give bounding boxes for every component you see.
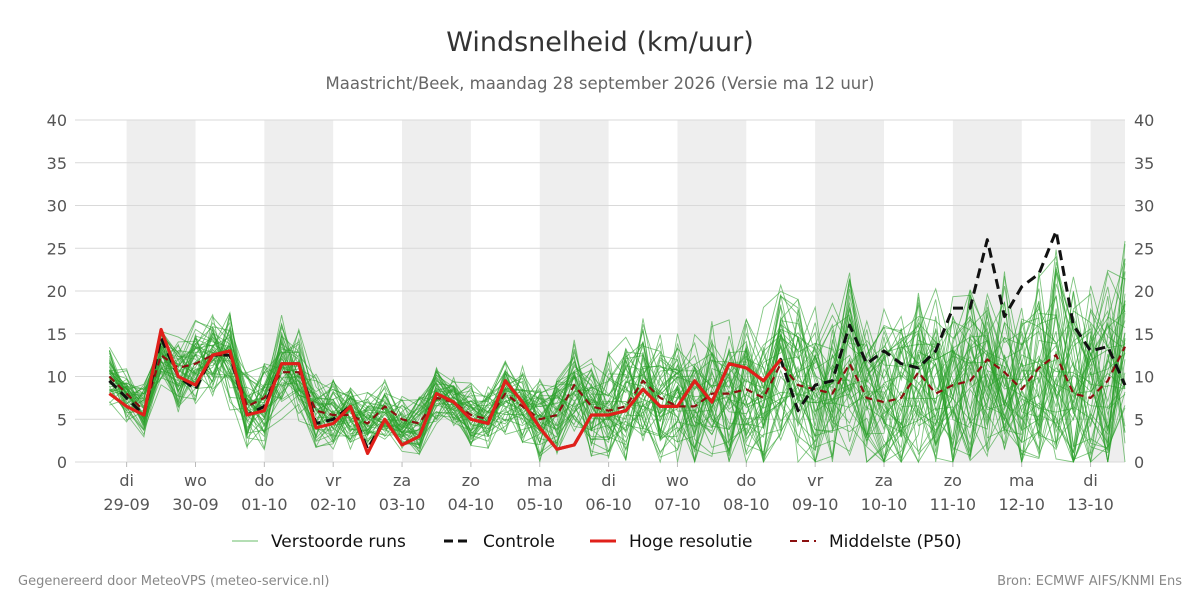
x-tick-day-9: do (736, 471, 756, 490)
perturbed-run-48 (109, 290, 1126, 456)
y-axis-left: 0 5 10 15 20 25 30 35 40 (47, 111, 67, 472)
y-tick-left-15: 15 (47, 325, 67, 344)
y-tick-left-5: 5 (57, 410, 67, 429)
y-tick-left-0: 0 (57, 453, 67, 472)
x-tick-day-14: di (1083, 471, 1098, 490)
x-tick-day-11: za (875, 471, 893, 490)
legend: Verstoorde runs Controle Hoge resolutie … (232, 532, 962, 552)
y-tick-right-25: 25 (1134, 239, 1154, 258)
x-tick-day-6: ma (527, 471, 552, 490)
chart-subtitle: Maastricht/Beek, maandag 28 september 20… (326, 74, 875, 93)
x-tick-day-0: di (119, 471, 134, 490)
x-tick-date-12: 11-10 (930, 495, 977, 514)
y-tick-right-10: 10 (1134, 368, 1154, 387)
x-tick-date-5: 04-10 (448, 495, 495, 514)
legend-label-control: Controle (483, 532, 555, 552)
x-tick-date-10: 09-10 (792, 495, 839, 514)
x-tick-date-6: 05-10 (517, 495, 564, 514)
y-tick-right-5: 5 (1134, 410, 1144, 429)
y-tick-right-0: 0 (1134, 453, 1144, 472)
perturbed-run-28 (109, 244, 1126, 461)
x-tick-day-5: zo (462, 471, 480, 490)
main-series (108, 229, 1127, 455)
perturbed-run-49 (108, 290, 1126, 463)
x-tick-day-7: di (601, 471, 616, 490)
x-tick-day-4: za (393, 471, 411, 490)
x-tick-day-12: zo (944, 471, 962, 490)
x-tick-day-8: wo (666, 471, 689, 490)
perturbed-run-6 (108, 283, 1126, 464)
y-tick-left-35: 35 (47, 154, 67, 173)
x-tick-date-2: 01-10 (241, 495, 288, 514)
y-tick-right-20: 20 (1134, 282, 1154, 301)
legend-label-hires: Hoge resolutie (629, 532, 753, 552)
x-tick-date-8: 07-10 (654, 495, 701, 514)
perturbed-run-30 (109, 261, 1126, 464)
chart-title: Windsnelheid (km/uur) (446, 27, 754, 58)
y-tick-right-40: 40 (1134, 111, 1154, 130)
x-tick-date-11: 10-10 (861, 495, 908, 514)
perturbed-run-43 (109, 272, 1126, 464)
x-tick-date-13: 12-10 (998, 495, 1045, 514)
x-tick-day-10: vr (807, 471, 823, 490)
x-tick-date-3: 02-10 (310, 495, 357, 514)
hires-line (108, 327, 782, 455)
x-tick-day-13: ma (1009, 471, 1034, 490)
x-tick-date-9: 08-10 (723, 495, 770, 514)
y-tick-left-10: 10 (47, 368, 67, 387)
y-tick-left-20: 20 (47, 282, 67, 301)
perturbed-run-45 (108, 258, 1126, 456)
x-tick-day-2: do (254, 471, 274, 490)
x-tick-date-7: 06-10 (585, 495, 632, 514)
x-axis: di 29-09 wo 30-09 do 01-10 vr 02-10 za 03-10 zo 04-… (103, 462, 1114, 514)
grid-lines (75, 119, 1125, 463)
y-tick-right-30: 30 (1134, 197, 1154, 216)
legend-label-perturbed: Verstoorde runs (271, 532, 406, 552)
perturbed-run-32 (109, 314, 1126, 463)
perturbed-run-50 (109, 304, 1126, 464)
x-tick-date-4: 03-10 (379, 495, 426, 514)
perturbed-run-37 (109, 286, 1126, 463)
y-tick-right-15: 15 (1134, 325, 1154, 344)
control-line (108, 229, 1127, 451)
median-line (108, 346, 1126, 425)
footer-source: Bron: ECMWF AIFS/KNMI Ens (997, 574, 1182, 589)
y-tick-right-35: 35 (1134, 154, 1154, 173)
legend-label-median: Middelste (P50) (829, 532, 962, 552)
y-axis-right: 0 5 10 15 20 25 30 35 40 (1134, 111, 1154, 472)
footer-generator: Gegenereerd door MeteoVPS (meteo-service… (18, 574, 329, 589)
x-tick-day-1: wo (184, 471, 207, 490)
x-tick-day-3: vr (325, 471, 341, 490)
x-tick-date-14: 13-10 (1067, 495, 1114, 514)
perturbed-run-31 (108, 302, 1126, 464)
y-tick-left-25: 25 (47, 239, 67, 258)
perturbed-run-33 (109, 294, 1126, 463)
perturbed-run-47 (109, 317, 1126, 451)
x-tick-date-1: 30-09 (172, 495, 219, 514)
x-tick-date-0: 29-09 (103, 495, 150, 514)
y-tick-left-40: 40 (47, 111, 67, 130)
y-tick-left-30: 30 (47, 197, 67, 216)
